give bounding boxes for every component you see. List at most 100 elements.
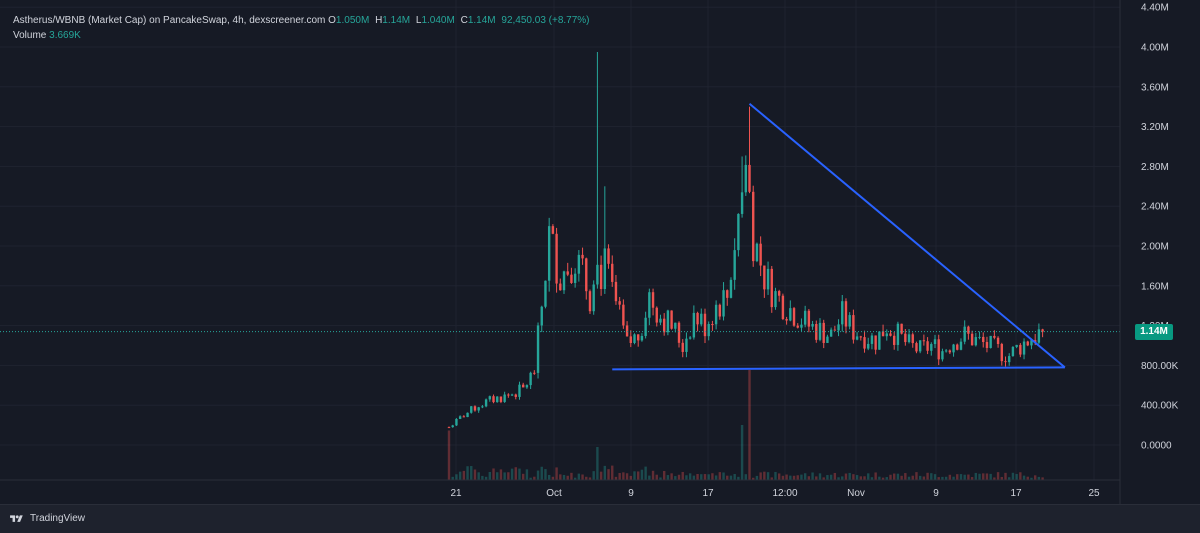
candle-body: [822, 322, 825, 343]
candle-body: [455, 418, 458, 426]
volume-bar: [970, 477, 974, 480]
volume-bar: [662, 470, 666, 480]
candle-body: [566, 271, 569, 275]
volume-bar: [447, 430, 451, 480]
volume-bar: [744, 474, 747, 480]
candle-body: [885, 333, 888, 337]
candle-body: [447, 427, 451, 429]
candle-body: [522, 384, 525, 388]
volume-bar: [611, 465, 614, 480]
volume-bar: [503, 472, 506, 480]
candle-body: [993, 335, 996, 338]
volume-bar: [852, 474, 855, 480]
volume-bar: [588, 477, 592, 480]
volume-bar: [577, 473, 581, 480]
volume-bar: [922, 476, 926, 480]
volume-bar: [996, 472, 1000, 480]
symbol-title: Astherus/WBNB (Market Cap) on PancakeSwa…: [13, 15, 326, 26]
candle-body: [970, 333, 974, 346]
candle-body: [714, 304, 718, 325]
candle-body: [878, 331, 881, 350]
volume-bar: [900, 475, 903, 480]
candle-body: [789, 308, 792, 321]
candle-body: [1022, 341, 1026, 355]
candle-body: [967, 326, 970, 334]
volume-bar: [507, 472, 510, 480]
grid-lines: [0, 0, 1120, 480]
volume-bar: [1030, 477, 1033, 480]
candle-body: [692, 312, 696, 338]
candle-body: [603, 248, 607, 290]
candle-body: [989, 335, 992, 348]
volume-bar: [926, 472, 929, 480]
candle-body: [637, 334, 640, 341]
candle-body: [1011, 346, 1015, 357]
volume-bar: [622, 472, 625, 480]
volume-bar: [755, 475, 759, 480]
volume-bars: [447, 370, 1044, 480]
candle-body: [959, 341, 963, 350]
volume-bar: [625, 473, 629, 480]
x-axis[interactable]: 21 Oct 9 17 12:00 Nov 9 17 25: [0, 479, 1120, 499]
volume-bar: [644, 466, 647, 480]
y-axis[interactable]: 0.0000400.00K800.00K1.20M1.60M2.00M2.40M…: [1119, 0, 1179, 504]
candle-body: [889, 333, 892, 336]
volume-bar: [481, 475, 484, 480]
volume-bar: [692, 475, 696, 480]
volume-bar: [844, 473, 848, 480]
volume-bar: [833, 472, 837, 480]
volume-bar: [640, 469, 644, 480]
volume-bar: [592, 471, 595, 480]
candle-body: [774, 291, 777, 308]
trendline[interactable]: [612, 366, 1065, 371]
price-chart[interactable]: 0.0000400.00K800.00K1.20M1.60M2.00M2.40M…: [0, 0, 1200, 504]
volume-bar: [566, 475, 569, 480]
candle-body: [688, 337, 692, 339]
legend-ohlc-row: Astherus/WBNB (Market Cap) on PancakeSwa…: [13, 13, 593, 28]
volume-bar: [863, 476, 866, 480]
candle-body: [499, 396, 503, 402]
volume-bar: [674, 476, 677, 480]
candle-body: [577, 254, 581, 274]
trendline[interactable]: [748, 102, 1066, 369]
volume-bar: [733, 474, 736, 480]
volume-bar: [848, 472, 851, 480]
candle-body: [937, 339, 940, 360]
candle-body: [740, 192, 744, 214]
candle-body: [529, 372, 532, 386]
candle-body: [547, 226, 551, 281]
candle-body: [729, 279, 733, 298]
low-label: L: [415, 15, 422, 26]
candle-body: [466, 412, 469, 418]
candle-body: [711, 323, 714, 325]
candle-body: [996, 337, 1000, 344]
candle-body: [592, 284, 595, 312]
candle-body: [870, 335, 874, 344]
volume-bar: [937, 477, 940, 480]
volume-bar: [911, 475, 914, 480]
candle-body: [503, 394, 506, 402]
volume-bar: [796, 475, 799, 480]
candle-body: [907, 334, 911, 343]
candle-body: [640, 335, 644, 341]
x-tick-label: 17: [1010, 488, 1022, 499]
candle-body: [944, 350, 948, 352]
candle-body: [659, 318, 662, 323]
volume-value: 3.669K: [49, 30, 81, 41]
tradingview-brand[interactable]: TradingView: [8, 513, 85, 524]
volume-bar: [585, 476, 588, 480]
candle-body: [518, 384, 521, 397]
volume-bar: [651, 470, 655, 480]
candle-body: [562, 271, 566, 291]
volume-bar: [948, 474, 952, 480]
volume-bar: [488, 472, 492, 480]
candle-body: [837, 324, 840, 331]
volume-bar: [993, 477, 996, 480]
candle-body: [1015, 344, 1018, 347]
volume-bar: [1015, 473, 1018, 480]
candle-body: [737, 213, 740, 251]
volume-bar: [703, 474, 707, 480]
volume-bar: [596, 447, 599, 480]
volume-bar: [510, 468, 514, 480]
candle-body: [536, 325, 540, 373]
